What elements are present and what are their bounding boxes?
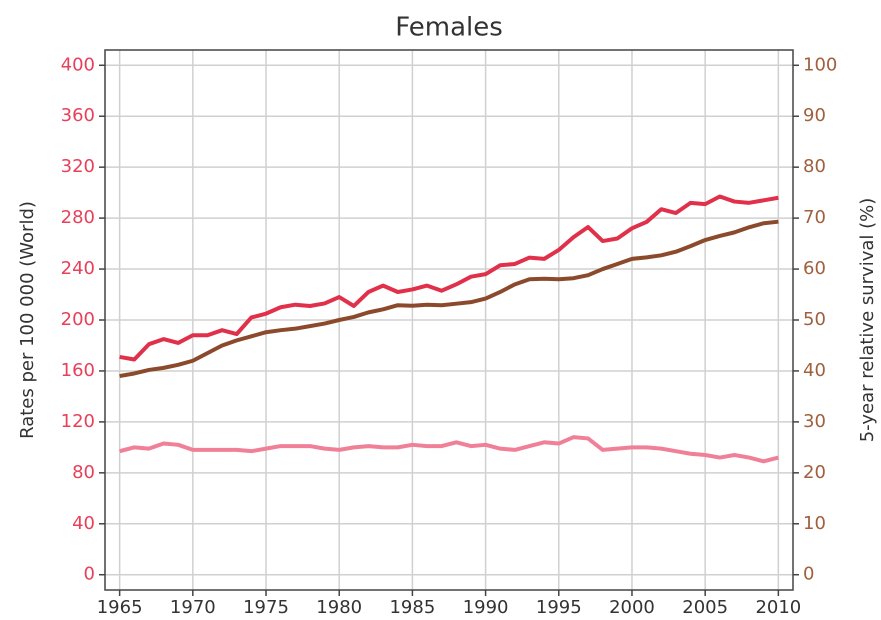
y2-tick-label: 20 [803,462,826,483]
y2-tick-label: 100 [803,54,837,75]
x-tick-label: 1995 [536,597,582,618]
x-tick-label: 1970 [170,597,216,618]
y-tick-label: 80 [72,462,95,483]
y2-tick-label: 80 [803,156,826,177]
plot-frame [104,49,794,591]
x-tick-label: 1985 [389,597,435,618]
chart-title: Females [395,13,503,43]
y-tick-label: 0 [84,564,95,585]
y-tick-label: 200 [61,309,95,330]
y-tick-label: 240 [61,258,95,279]
y-tick-label: 400 [61,54,95,75]
y2-tick-label: 10 [803,513,826,534]
y2-axis-label: 5-year relative survival (%) [857,198,878,443]
y-tick-label: 120 [61,411,95,432]
series-line [119,435,779,464]
series-line [119,194,779,362]
y-tick-label: 360 [61,105,95,126]
x-tick-label: 2010 [755,597,801,618]
y-axis-label: Rates per 100 000 (World) [17,201,38,439]
y2-tick-label: 40 [803,360,826,381]
x-tick-label: 1990 [463,597,509,618]
y-tick-label: 160 [61,360,95,381]
x-tick-label: 1980 [316,597,362,618]
x-tick-label: 2000 [609,597,655,618]
x-tick-label: 1965 [97,597,143,618]
y-tick-label: 320 [61,156,95,177]
x-tick-label: 2005 [682,597,728,618]
y-tick-label: 40 [72,513,95,534]
y2-tick-label: 0 [803,564,814,585]
series-line [119,219,779,379]
y2-tick-label: 30 [803,411,826,432]
y2-tick-label: 50 [803,309,826,330]
y2-tick-label: 70 [803,207,826,228]
y2-tick-label: 60 [803,258,826,279]
y-tick-label: 280 [61,207,95,228]
y2-tick-label: 90 [803,105,826,126]
x-tick-label: 1975 [243,597,289,618]
